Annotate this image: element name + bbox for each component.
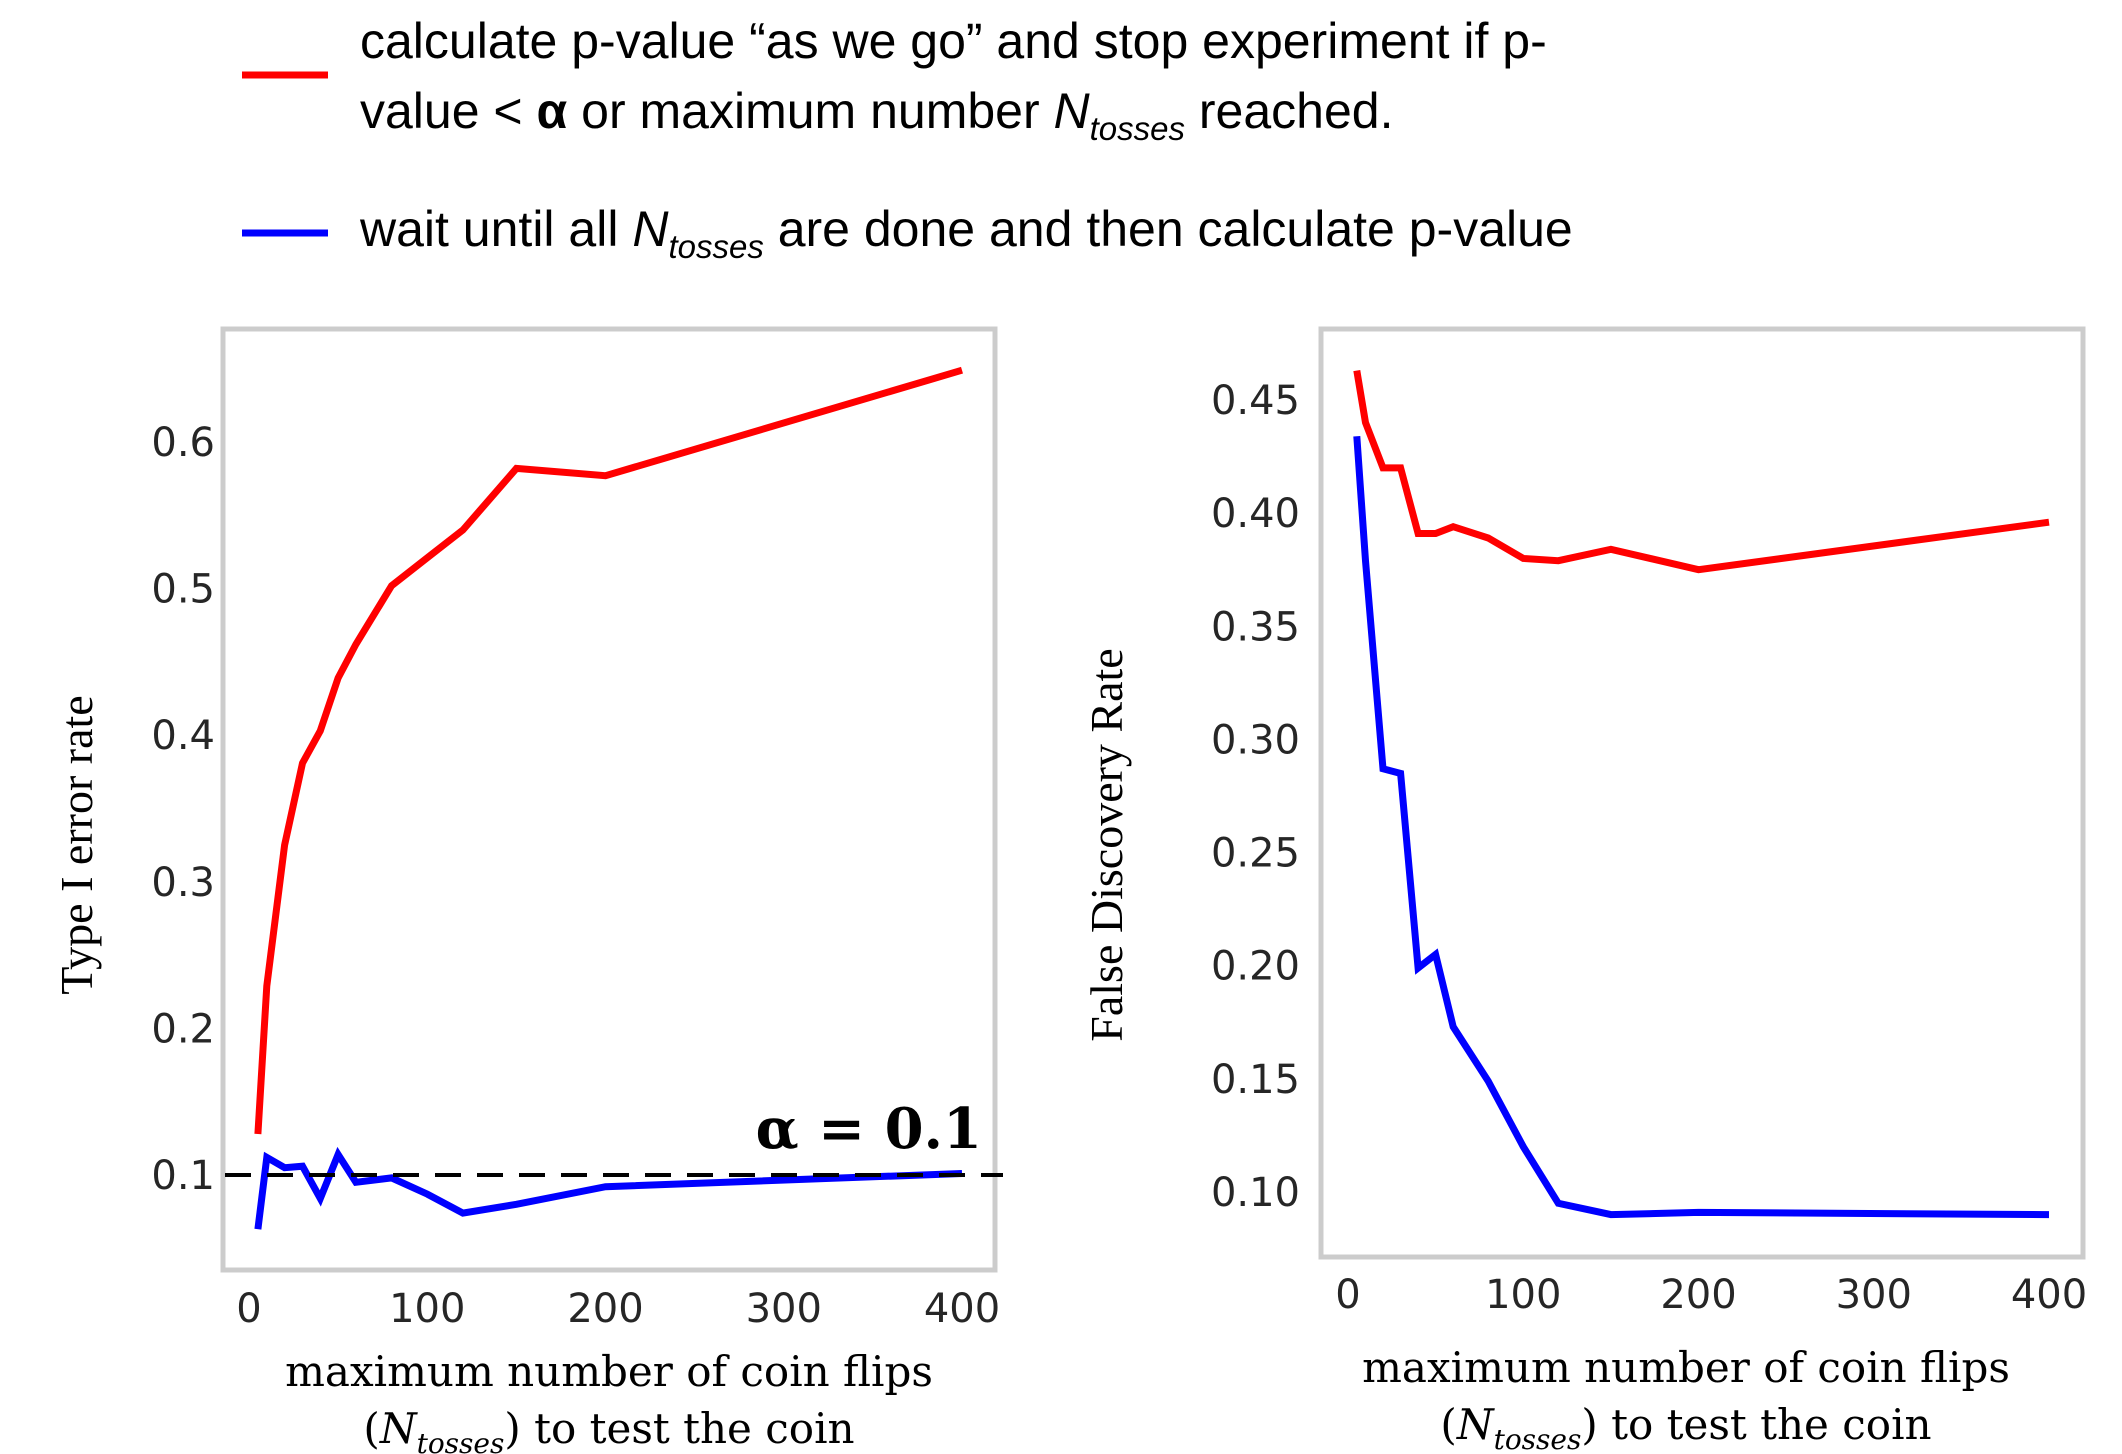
legend-label-blue: wait until all Ntosses are done and then… [359,201,1573,265]
x-tick-label: 300 [746,1286,822,1332]
x-tick-label: 300 [1836,1272,1912,1318]
x-axis-label-line2: (Ntosses) to test the coin [1440,1400,1931,1454]
legend: calculate p-value “as we go” and stop ex… [242,13,1573,265]
y-tick-label: 0.3 [151,860,215,906]
series-line-blue [254,1146,963,1230]
x-tick-label: 0 [1335,1272,1360,1318]
y-tick-label: 0.5 [151,567,215,613]
y-tick-label: 0.15 [1211,1057,1300,1103]
x-axis-label-line2: (Ntosses) to test the coin [363,1404,854,1454]
x-tick-label: 100 [389,1286,465,1332]
plot-frame [220,326,998,1273]
plot-frame [1318,326,2086,1260]
y-tick-label: 0.25 [1211,831,1300,877]
chart-false-discovery-rate: 0.10 0.15 0.20 0.25 0.30 0.35 0.40 0.45 0 100 200… [1081,326,2087,1454]
x-tick-labels: 0 100 200 300 400 [236,1286,1000,1332]
x-axis-label-line1: maximum number of coin flips [285,1347,933,1396]
x-tick-label: 400 [2011,1272,2087,1318]
y-tick-label: 0.2 [151,1006,215,1052]
y-axis-label: Type I error rate [51,695,102,994]
series-group [254,366,963,1230]
x-tick-labels: 0 100 200 300 400 [1335,1272,2087,1318]
y-tick-label: 0.6 [151,420,215,466]
legend-label-red-line1: calculate p-value “as we go” and stop ex… [360,13,1547,69]
series-group [1353,370,2050,1219]
chart-type1-error: 0.1 0.2 0.3 0.4 0.5 0.6 0 100 200 300 400 α = 0.1… [51,326,1003,1454]
alpha-annotation: α = 0.1 [756,1096,982,1162]
y-tick-labels: 0.10 0.15 0.20 0.25 0.30 0.35 0.40 0.45 [1211,378,1300,1216]
y-tick-label: 0.1 [151,1153,215,1199]
x-tick-label: 100 [1485,1272,1561,1318]
y-tick-label: 0.40 [1211,491,1300,537]
series-line-red [1353,370,2050,574]
y-tick-label: 0.45 [1211,378,1300,424]
x-tick-label: 200 [567,1286,643,1332]
legend-label-red-line2: value < α or maximum number Ntosses reac… [360,83,1393,147]
x-tick-label: 0 [236,1286,261,1332]
series-line-blue [1353,435,2050,1219]
y-tick-labels: 0.1 0.2 0.3 0.4 0.5 0.6 [151,420,215,1199]
y-tick-label: 0.20 [1211,944,1300,990]
x-axis-label-line1: maximum number of coin flips [1362,1343,2010,1392]
y-tick-label: 0.35 [1211,604,1300,650]
x-tick-label: 200 [1660,1272,1736,1318]
y-tick-label: 0.4 [151,713,215,759]
x-tick-label: 400 [924,1286,1000,1332]
y-axis-label: False Discovery Rate [1081,648,1132,1041]
y-tick-label: 0.10 [1211,1170,1300,1216]
y-tick-label: 0.30 [1211,717,1300,763]
series-line-red [254,366,963,1135]
